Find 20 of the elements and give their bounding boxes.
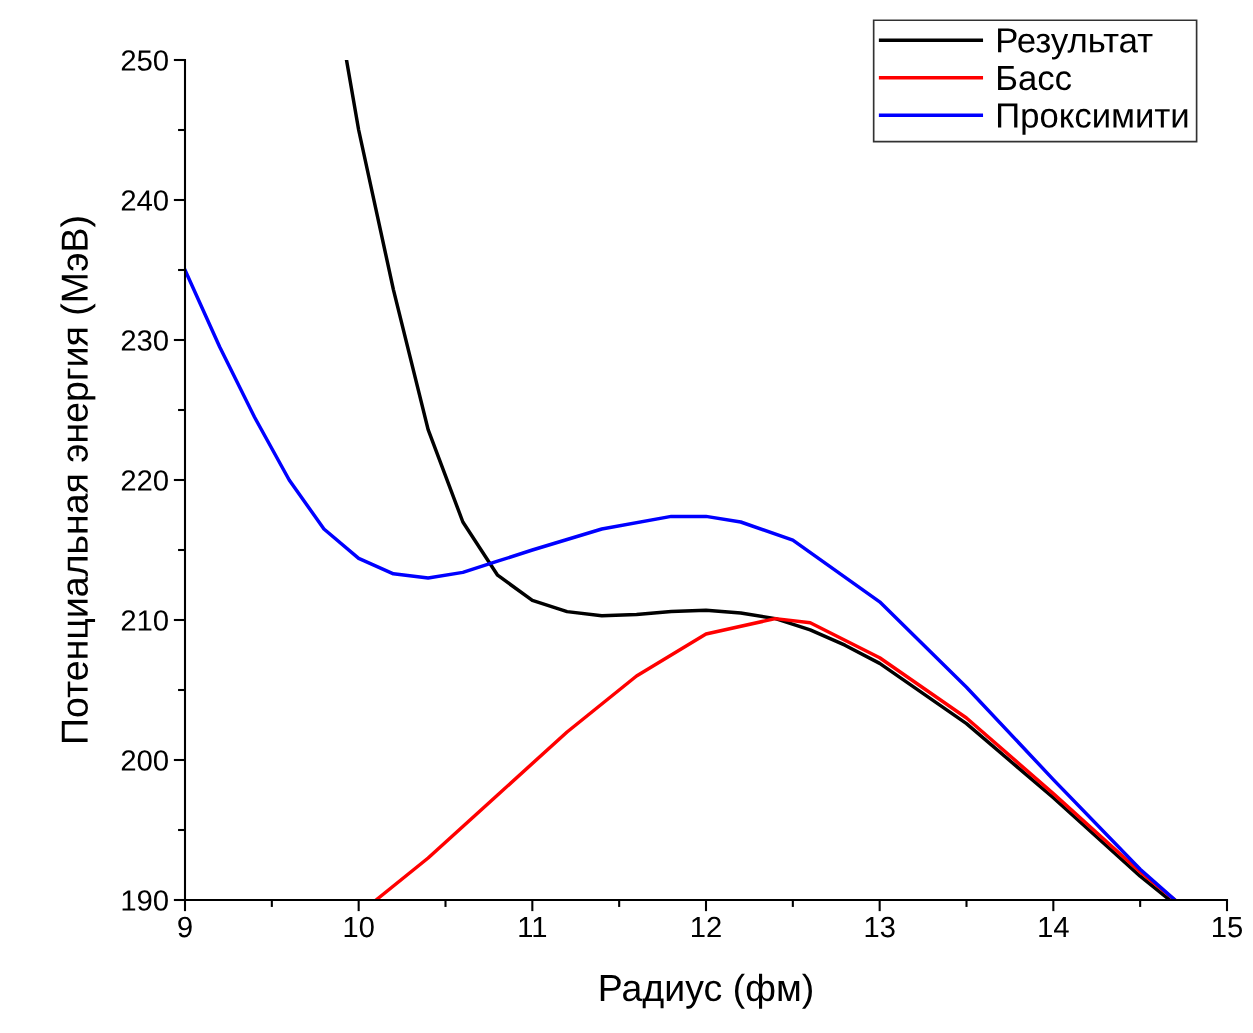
x-tick-label: 10 (344, 916, 374, 938)
x-tick-label: 15 (1213, 917, 1242, 938)
legend-label: Басс (998, 66, 1072, 91)
y-axis-title: Потенциальная энергия (МэВ) (60, 217, 96, 742)
y-tick-label: 200 (121, 750, 168, 771)
legend-label: Проксимити (998, 103, 1188, 135)
y-tick-label: 220 (121, 470, 168, 491)
y-tick-label: 240 (121, 190, 168, 211)
x-tick-label: 9 (178, 916, 192, 938)
y-tick-label: 210 (121, 610, 168, 631)
legend-label: Результат (998, 28, 1153, 60)
y-tick-label: 250 (121, 50, 168, 71)
x-axis-title: Радиус (фм) (600, 973, 812, 1009)
y-tick-label: 230 (121, 330, 168, 351)
x-tick-label: 11 (519, 917, 547, 938)
line-series (185, 268, 1177, 900)
x-tick-label: 13 (865, 916, 895, 938)
y-tick-label: 190 (122, 890, 168, 911)
x-tick-label: 12 (692, 916, 721, 938)
x-tick-label: 14 (1039, 917, 1069, 938)
